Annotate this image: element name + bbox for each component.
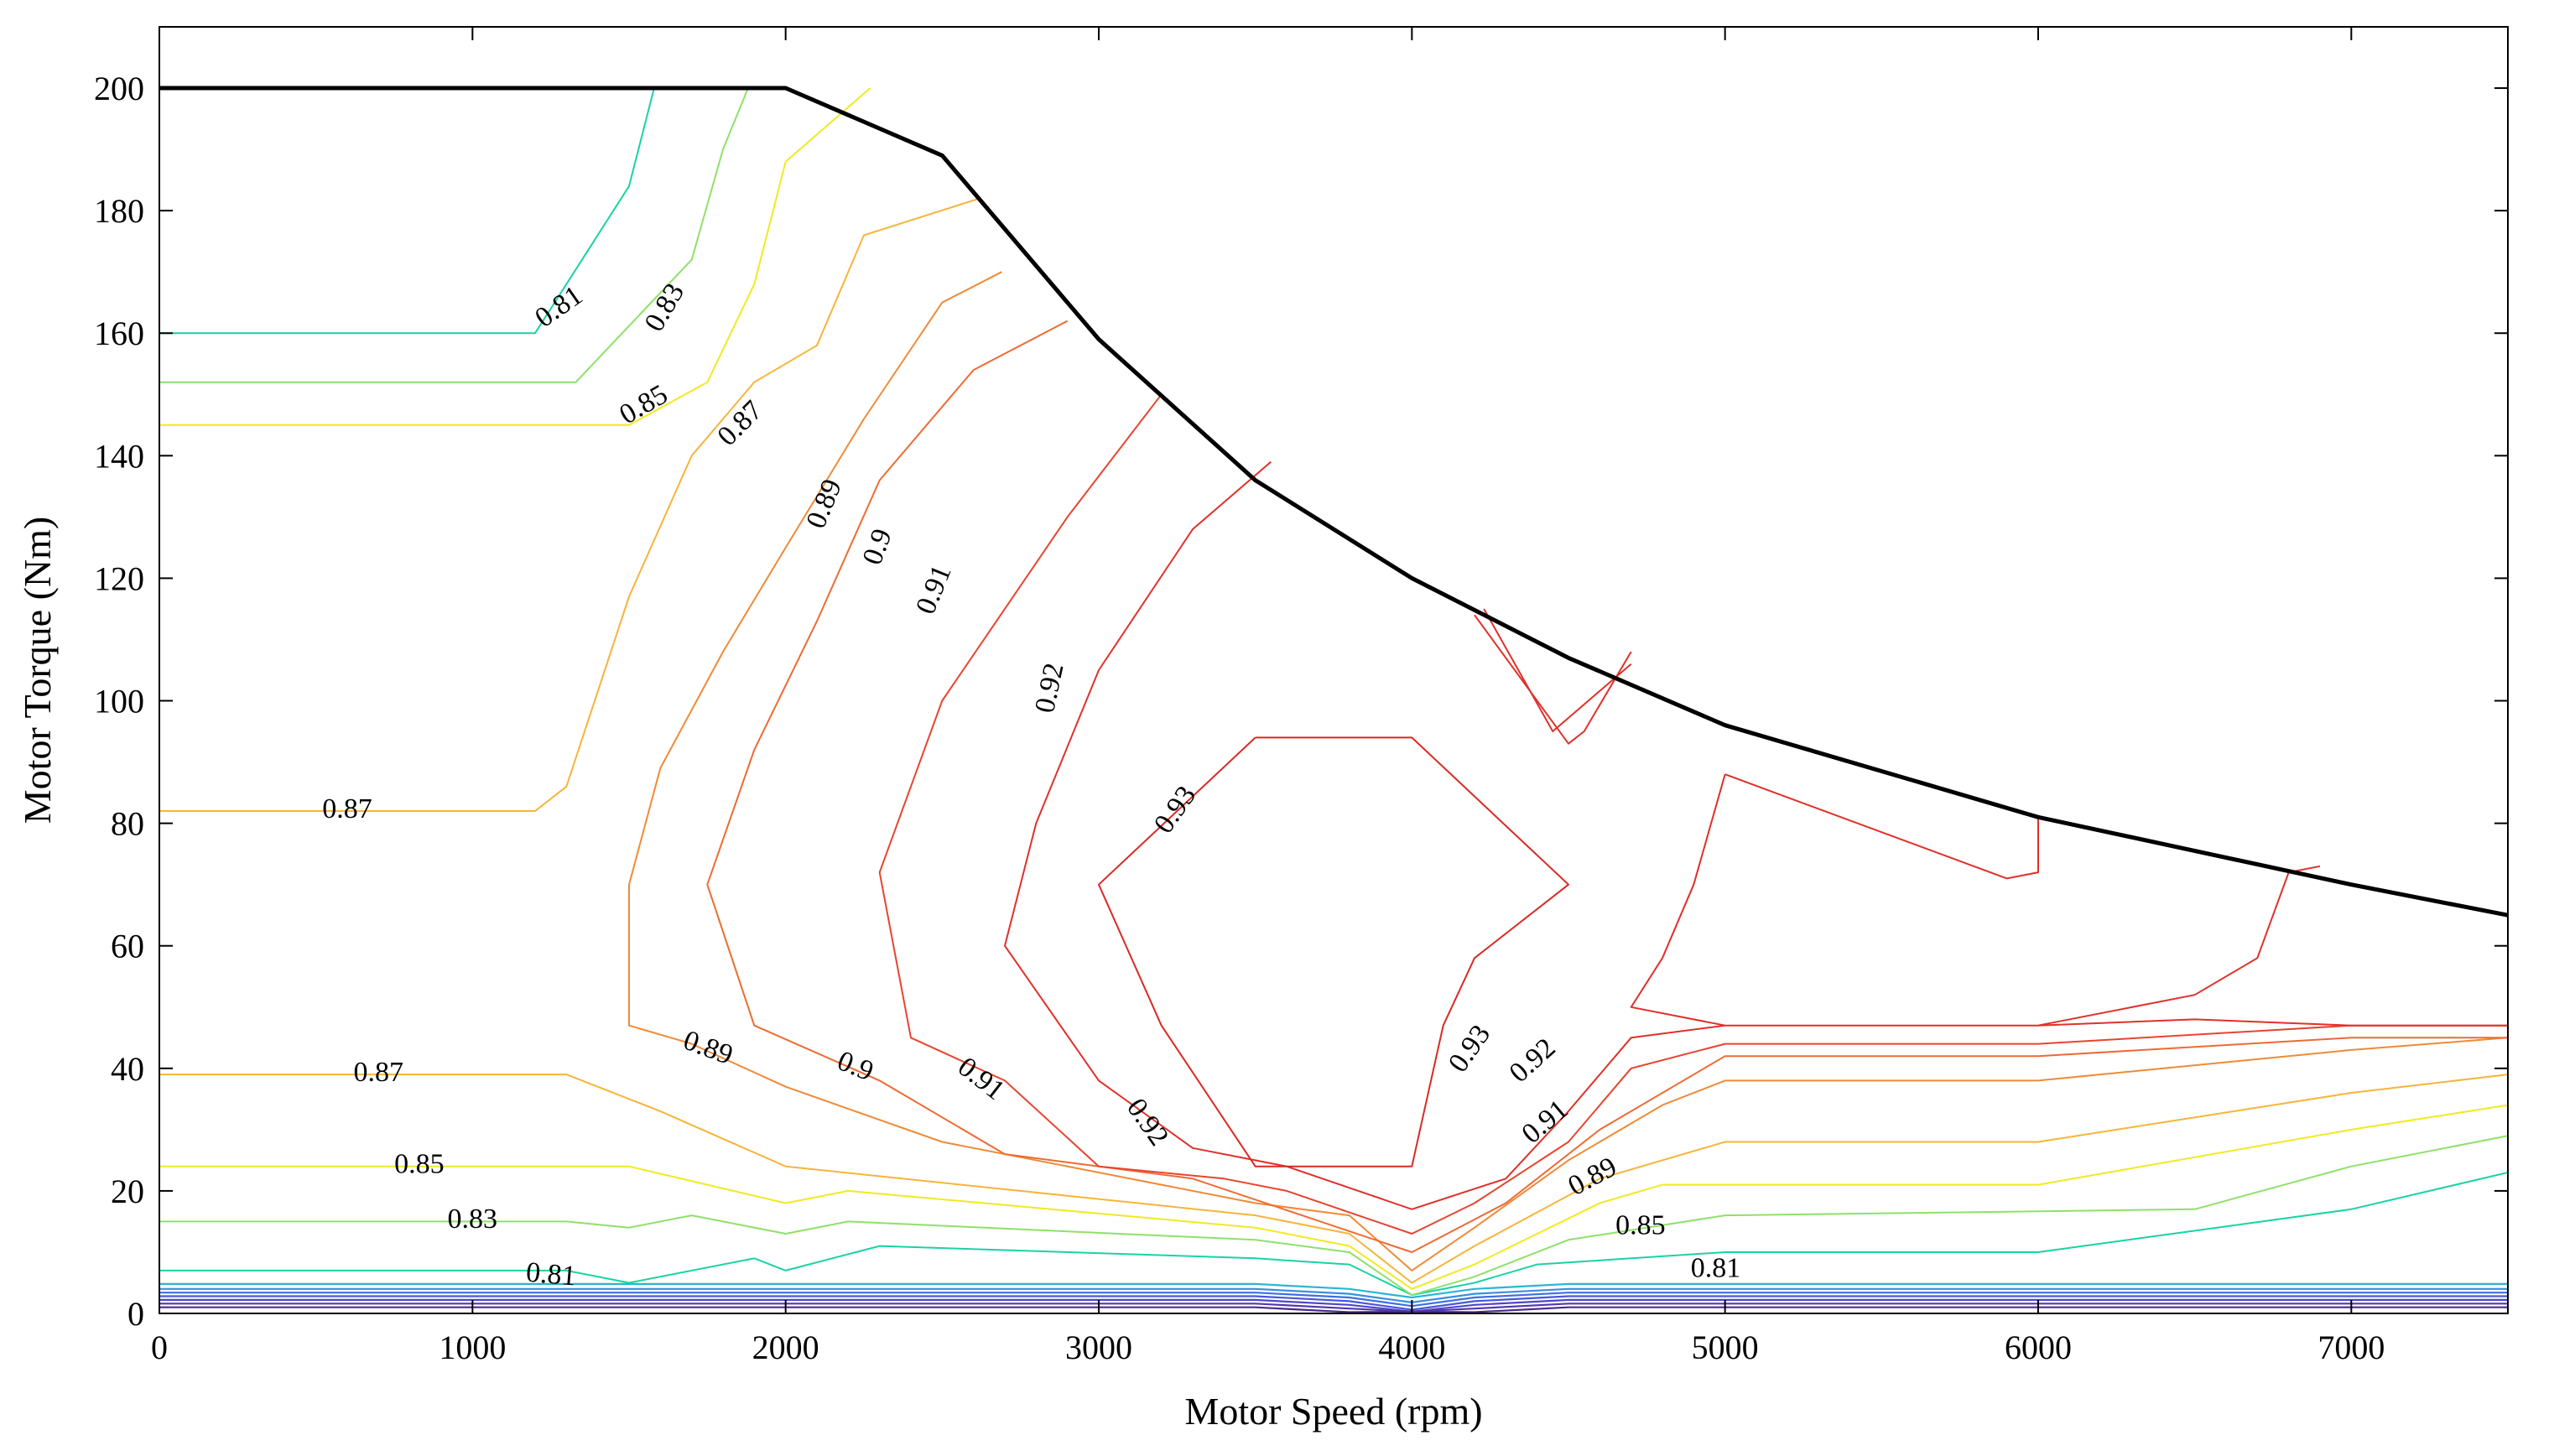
contour-line-0.92 bbox=[2037, 865, 2321, 1027]
max-torque-envelope bbox=[159, 86, 2509, 918]
contour-line-0.87 bbox=[159, 1074, 2508, 1284]
contour-line-0.92 bbox=[1004, 460, 2508, 1210]
contour-label-group: 0.85 bbox=[394, 1148, 445, 1179]
plot-frame bbox=[159, 26, 2509, 1314]
contour-label: 0.87 bbox=[322, 793, 372, 824]
contour-line-0.92 bbox=[1483, 608, 1632, 732]
axis-ticks: 0 1000 2000 3000 4000 5000 6000 7000 0 20 40 60 80 10… bbox=[94, 27, 2508, 1366]
contour-label-group: 0.81 bbox=[525, 1256, 577, 1292]
y-tick-label: 200 bbox=[94, 70, 144, 107]
x-axis-label: Motor Speed (rpm) bbox=[1184, 1390, 1482, 1433]
contour-label: 0.81 bbox=[1691, 1253, 1741, 1284]
contour-line-0.85 bbox=[159, 87, 871, 426]
contour-line-0.83 bbox=[159, 87, 749, 383]
contour-label-group: 0.87 bbox=[354, 1057, 404, 1088]
contour-label: 0.83 bbox=[448, 1204, 498, 1235]
x-tick-label: 4000 bbox=[1378, 1329, 1445, 1366]
contour-line-0.91 bbox=[878, 393, 2508, 1235]
contour-line-0.83 bbox=[159, 1135, 2508, 1297]
contour-line-0.81 bbox=[159, 1172, 2508, 1297]
contour-line-0.87 bbox=[159, 197, 981, 812]
y-tick-label: 60 bbox=[111, 928, 144, 965]
y-tick-label: 180 bbox=[94, 192, 144, 230]
y-axis-label: Motor Torque (Nm) bbox=[16, 517, 59, 824]
y-tick-label: 20 bbox=[111, 1173, 144, 1210]
y-tick-label: 100 bbox=[94, 683, 144, 720]
contour-line-0.81 bbox=[159, 87, 655, 335]
contour-label: 0.87 bbox=[354, 1057, 404, 1088]
contour-line-0.79 bbox=[159, 1282, 2508, 1299]
contour-label-group: 0.85 bbox=[1615, 1209, 1666, 1240]
x-tick-label: 0 bbox=[151, 1329, 168, 1366]
contour-label: 0.81 bbox=[525, 1256, 577, 1292]
contour-line-0.92 bbox=[1474, 614, 1632, 745]
x-tick-label: 7000 bbox=[2317, 1329, 2385, 1366]
contour-line-0.92 bbox=[1724, 773, 2039, 880]
x-tick-label: 1000 bbox=[439, 1329, 506, 1366]
y-tick-label: 140 bbox=[94, 437, 144, 475]
y-tick-label: 40 bbox=[111, 1050, 144, 1088]
contour-line-0.89 bbox=[628, 271, 2508, 1271]
max-torque-curve bbox=[159, 86, 2509, 918]
y-tick-label: 160 bbox=[94, 315, 144, 352]
contour-label-group: 0.87 bbox=[322, 793, 372, 824]
x-tick-label: 2000 bbox=[752, 1329, 819, 1366]
contour-line-0.92 bbox=[1630, 773, 1726, 1027]
x-tick-label: 5000 bbox=[1692, 1329, 1759, 1366]
y-tick-label: 80 bbox=[111, 805, 144, 843]
contour-label-group: 0.83 bbox=[448, 1204, 498, 1235]
contour-label: 0.85 bbox=[394, 1148, 445, 1179]
contour-lines bbox=[159, 87, 2508, 1313]
contour-line-0.93 bbox=[1098, 736, 1569, 1167]
contour-label: 0.85 bbox=[1615, 1209, 1666, 1240]
x-tick-label: 6000 bbox=[2005, 1329, 2072, 1366]
y-tick-label: 120 bbox=[94, 559, 144, 597]
contour-line-0.9 bbox=[706, 320, 2508, 1253]
y-tick-label: 0 bbox=[127, 1295, 144, 1333]
contour-line-0.85 bbox=[159, 1104, 2508, 1290]
contour-label-group: 0.81 bbox=[1691, 1253, 1741, 1284]
x-tick-label: 3000 bbox=[1065, 1329, 1132, 1366]
